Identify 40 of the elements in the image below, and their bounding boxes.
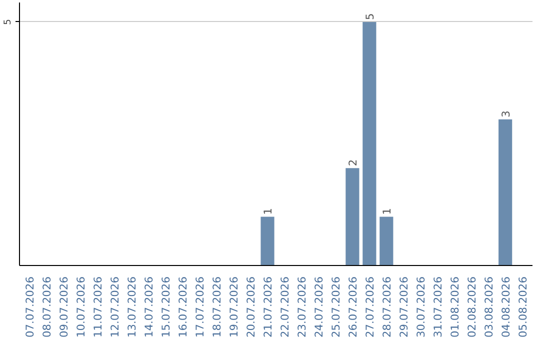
bar bbox=[346, 168, 360, 266]
x-tick-label: 12.07.2026 bbox=[108, 276, 122, 338]
x-tick-label: 20.07.2026 bbox=[244, 276, 258, 338]
x-tick-label: 31.07.2026 bbox=[431, 276, 444, 338]
x-tick-label: 22.07.2026 bbox=[278, 276, 292, 338]
x-tick-label: 19.07.2026 bbox=[228, 276, 241, 338]
x-tick-label: 05.08.2026 bbox=[516, 276, 530, 338]
x-tick-label: 21.07.2026 bbox=[262, 276, 275, 338]
x-tick-label: 18.07.2026 bbox=[210, 276, 224, 338]
x-tick-label: 07.07.2026 bbox=[24, 276, 37, 338]
x-tick-label: 15.07.2026 bbox=[160, 276, 173, 338]
bar bbox=[498, 119, 512, 266]
data-label: 3 bbox=[499, 110, 512, 118]
x-tick-label: 10.07.2026 bbox=[74, 276, 88, 338]
x-tick-label: 24.07.2026 bbox=[312, 276, 326, 338]
x-tick-label: 08.07.2026 bbox=[40, 276, 54, 338]
x-tick-label: 13.07.2026 bbox=[126, 276, 139, 338]
x-tick-label: 14.07.2026 bbox=[142, 276, 156, 338]
bar bbox=[362, 22, 376, 266]
x-tick-label: 27.07.2026 bbox=[363, 276, 376, 338]
x-tick-label: 25.07.2026 bbox=[329, 276, 342, 338]
x-tick-label: 26.07.2026 bbox=[346, 276, 360, 338]
bar bbox=[380, 216, 394, 266]
x-tick-label: 11.07.2026 bbox=[92, 276, 105, 338]
x-tick-label: 28.07.2026 bbox=[380, 276, 394, 338]
data-label: 1 bbox=[380, 208, 394, 215]
x-tick-label: 30.07.2026 bbox=[414, 276, 428, 338]
x-tick-label: 09.07.2026 bbox=[58, 276, 71, 338]
data-label: 1 bbox=[262, 208, 275, 215]
bar bbox=[260, 216, 274, 266]
x-tick-label: 23.07.2026 bbox=[295, 276, 308, 338]
x-tick-label: 29.07.2026 bbox=[397, 276, 410, 338]
x-tick-label: 01.08.2026 bbox=[448, 276, 462, 338]
data-label: 5 bbox=[363, 13, 376, 20]
x-tick-label: 16.07.2026 bbox=[176, 276, 190, 338]
x-tick-label: 02.08.2026 bbox=[465, 276, 478, 338]
data-label: 2 bbox=[346, 159, 360, 166]
x-tick-label: 04.08.2026 bbox=[499, 276, 512, 338]
x-tick-label: 17.07.2026 bbox=[194, 276, 207, 338]
x-tick-label: 03.08.2026 bbox=[482, 276, 496, 338]
